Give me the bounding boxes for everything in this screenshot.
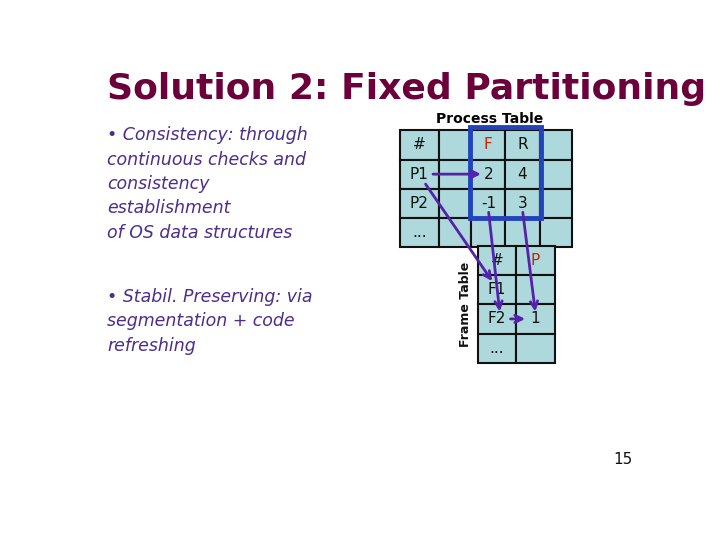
Text: F2: F2 [487, 312, 506, 326]
Bar [472, 130, 505, 159]
Text: #: # [490, 253, 503, 268]
Bar [516, 304, 555, 334]
Text: -1: -1 [481, 196, 496, 211]
Text: Solution 2: Fixed Partitioning: Solution 2: Fixed Partitioning [107, 72, 706, 106]
Bar [400, 130, 438, 159]
Text: 1: 1 [531, 312, 541, 326]
Text: P: P [531, 253, 540, 268]
Text: 15: 15 [613, 452, 632, 467]
Bar [472, 189, 505, 218]
Text: ...: ... [412, 225, 427, 240]
Text: • Stabil. Preserving: via
segmentation + code
refreshing: • Stabil. Preserving: via segmentation +… [107, 288, 312, 355]
Bar [400, 189, 438, 218]
Text: 4: 4 [518, 167, 527, 181]
Bar [505, 218, 539, 247]
Bar [539, 130, 572, 159]
Bar [472, 159, 505, 189]
Text: F: F [484, 137, 492, 152]
Bar [469, 127, 541, 218]
Text: 3: 3 [518, 196, 527, 211]
Bar [438, 218, 472, 247]
Bar [505, 159, 539, 189]
Bar [438, 189, 472, 218]
Text: ...: ... [490, 341, 504, 356]
Bar [516, 275, 555, 304]
Bar [472, 218, 505, 247]
Bar [438, 130, 472, 159]
Bar [505, 130, 539, 159]
Text: F1: F1 [487, 282, 506, 297]
Text: R: R [517, 137, 528, 152]
Bar [477, 246, 516, 275]
Bar [477, 334, 516, 363]
Bar [516, 334, 555, 363]
Bar [505, 189, 539, 218]
Text: P1: P1 [410, 167, 429, 181]
Bar [400, 159, 438, 189]
Text: 2: 2 [484, 167, 493, 181]
Bar [438, 159, 472, 189]
Text: Process Table: Process Table [436, 112, 544, 126]
Bar [539, 159, 572, 189]
Text: Frame Table: Frame Table [459, 262, 472, 347]
Text: • Consistency: through
continuous checks and
consistency
establishment
of OS dat: • Consistency: through continuous checks… [107, 126, 308, 241]
Bar [539, 218, 572, 247]
Bar [477, 275, 516, 304]
Text: P2: P2 [410, 196, 429, 211]
Bar [539, 189, 572, 218]
Bar [400, 218, 438, 247]
Bar [516, 246, 555, 275]
Text: #: # [413, 137, 426, 152]
Bar [477, 304, 516, 334]
